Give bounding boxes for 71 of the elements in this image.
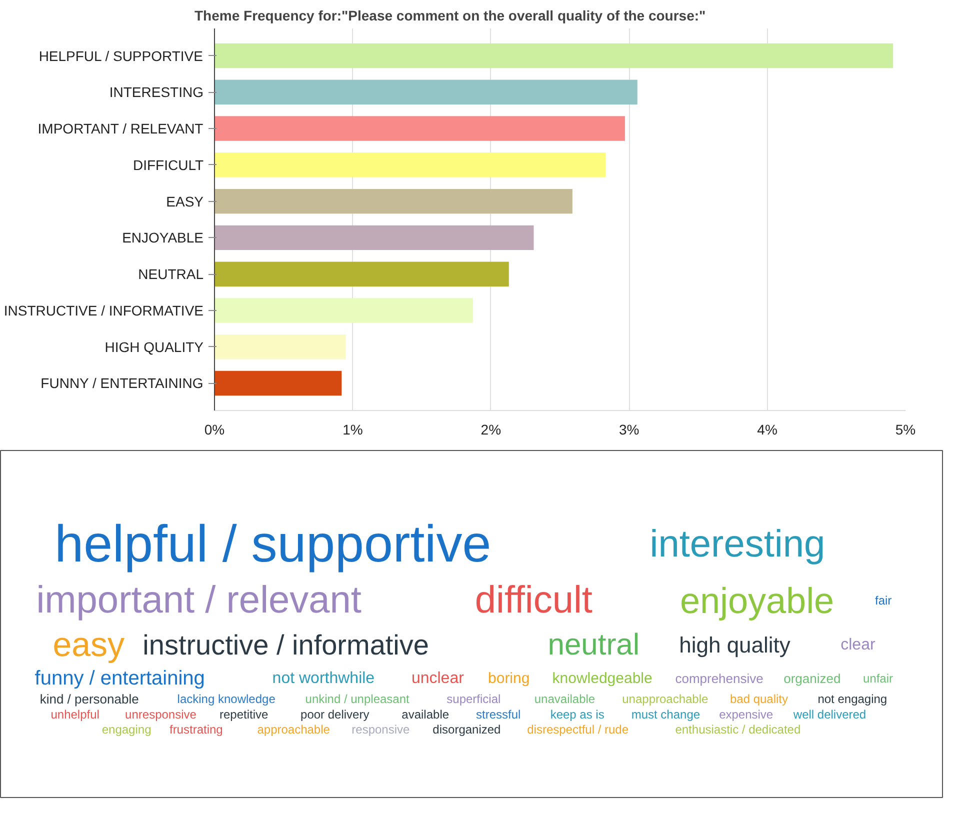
- text: poor delivery: [300, 708, 370, 722]
- y-tick-label: HELPFUL / SUPPORTIVE: [38, 48, 203, 64]
- y-tick-label: EASY: [166, 193, 204, 210]
- bar: [214, 262, 509, 286]
- text: disorganized: [432, 722, 501, 737]
- text: keep as is: [550, 708, 604, 722]
- text: enthusiastic / dedicated: [675, 722, 801, 737]
- x-tick-label: 4%: [757, 422, 778, 438]
- bar: [214, 225, 534, 250]
- x-tick-label: 0%: [204, 422, 225, 438]
- bar: [214, 334, 346, 360]
- y-tick-label: FUNNY / ENTERTAINING: [40, 375, 204, 392]
- y-tick-label: INSTRUCTIVE / INFORMATIVE: [4, 302, 204, 318]
- text: well delivered: [792, 708, 866, 722]
- text: important / relevant: [36, 579, 362, 622]
- text: must change: [631, 708, 700, 722]
- y-tick-label: HIGH QUALITY: [104, 338, 204, 355]
- bar: [214, 298, 473, 323]
- bar: [214, 80, 638, 105]
- text: clear: [840, 636, 876, 654]
- x-tick-label: 5%: [895, 422, 916, 438]
- text: helpful / supportive: [54, 515, 492, 574]
- text: unavailable: [534, 692, 596, 706]
- bar: [214, 188, 572, 214]
- text: interesting: [650, 523, 826, 566]
- text: enjoyable: [680, 580, 834, 621]
- text: frustrating: [169, 722, 223, 737]
- y-tick-label: ENJOYABLE: [122, 230, 204, 246]
- x-tick-label: 3%: [618, 422, 640, 438]
- text: expensive: [719, 708, 774, 722]
- text: organized: [784, 671, 841, 686]
- text: easy: [52, 626, 125, 664]
- text: fair: [874, 593, 892, 608]
- text: bad quality: [730, 692, 788, 706]
- text: boring: [488, 670, 530, 688]
- text: instructive / informative: [142, 630, 429, 661]
- text: lacking knowledge: [177, 692, 276, 706]
- text: unfair: [862, 672, 893, 686]
- text: difficult: [474, 579, 593, 622]
- y-tick-label: DIFFICULT: [132, 156, 204, 173]
- text: superficial: [446, 692, 501, 706]
- text: responsive: [352, 722, 410, 737]
- text: unclear: [411, 670, 465, 688]
- text: repetitive: [219, 708, 269, 722]
- x-tick-label: 1%: [342, 422, 363, 438]
- text: unkind / unpleasant: [305, 692, 410, 706]
- y-tick-label: NEUTRAL: [138, 266, 204, 282]
- bar: [214, 152, 606, 178]
- text: knowledgeable: [552, 670, 652, 688]
- text: available: [402, 708, 450, 722]
- text: unapproachable: [622, 692, 709, 706]
- y-tick-label: IMPORTANT / RELEVANT: [38, 120, 204, 137]
- text: high quality: [679, 632, 790, 658]
- text: comprehensive: [675, 671, 764, 686]
- bar: [214, 43, 894, 68]
- text: kind / personable: [40, 692, 139, 707]
- text: not worthwhile: [272, 670, 375, 688]
- text: not engaging: [818, 692, 888, 706]
- bar: [214, 116, 625, 141]
- text: funny / entertaining: [34, 668, 205, 690]
- text: neutral: [548, 628, 640, 662]
- text: unhelpful: [50, 708, 100, 722]
- text: unresponsive: [125, 708, 197, 722]
- text: engaging: [102, 722, 152, 737]
- y-tick-label: INTERESTING: [109, 84, 204, 100]
- text: stressful: [476, 708, 521, 722]
- x-tick-label: 2%: [480, 422, 502, 438]
- chart-title: Theme Frequency for:"Please comment on the overall quality of the course:": [194, 8, 706, 24]
- text: approachable: [257, 722, 330, 737]
- bar: [214, 370, 342, 396]
- text: disrespectful / rude: [527, 722, 629, 737]
